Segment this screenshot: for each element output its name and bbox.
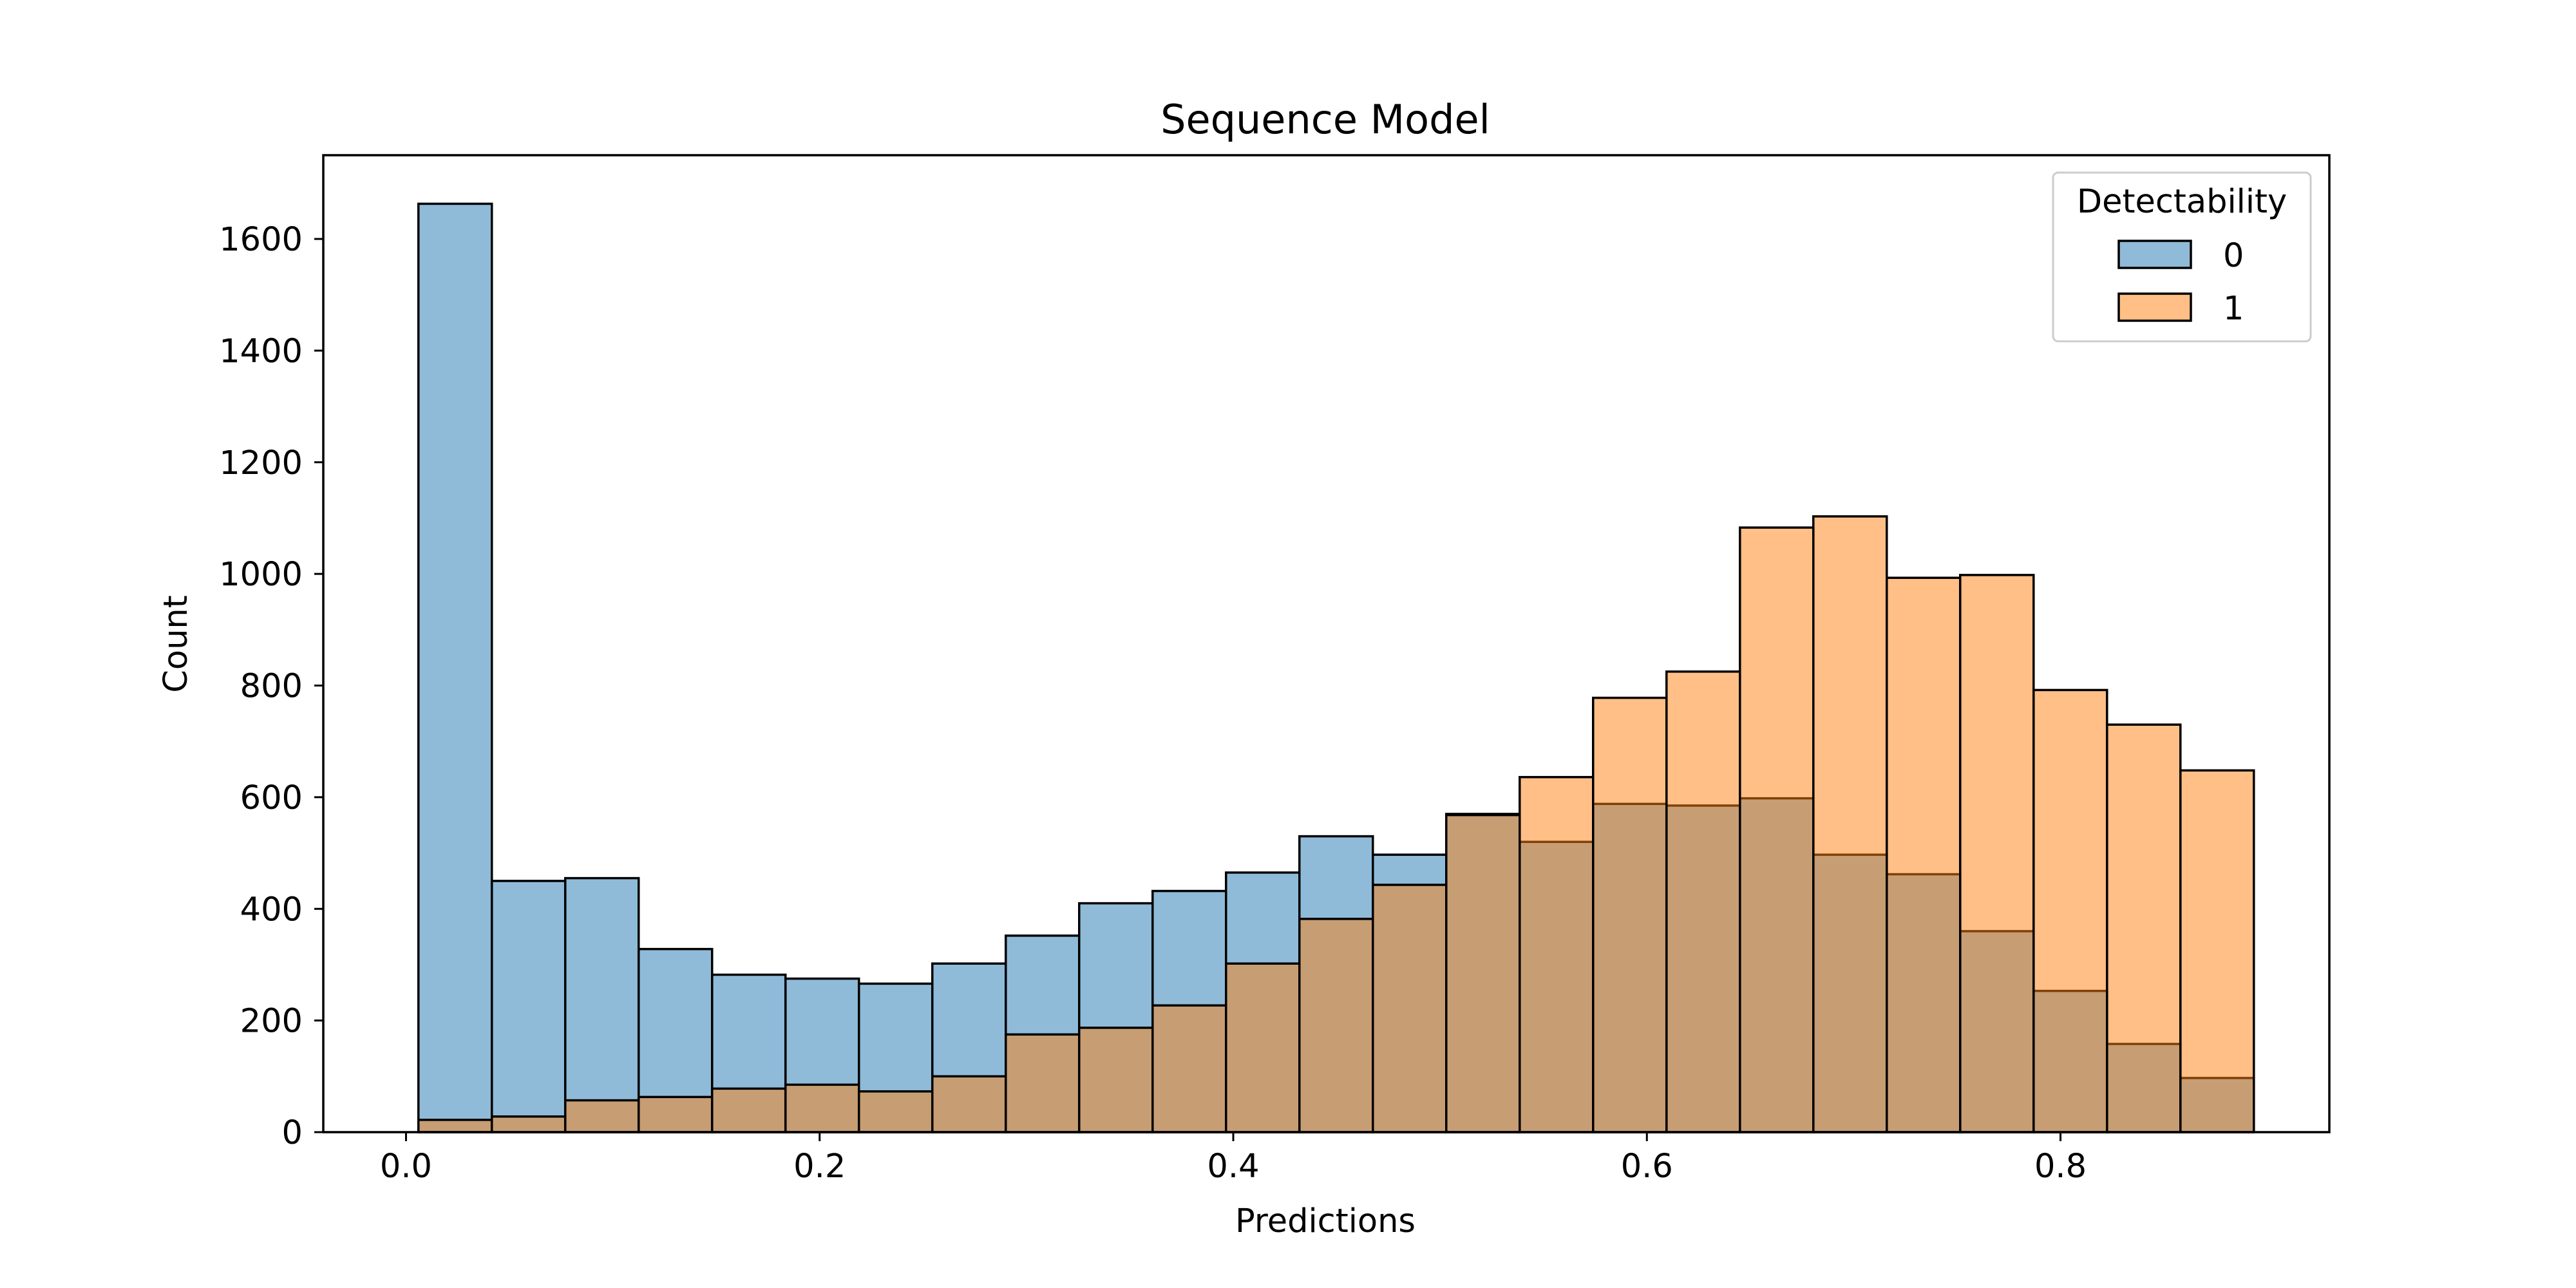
- bar-series-1-bin-9: [1077, 1027, 1154, 1133]
- bars-layer: [417, 202, 2255, 1133]
- bar-series-1-bin-23: [2106, 723, 2182, 1133]
- bar-series-1-bin-13: [1372, 884, 1448, 1133]
- bar-series-1-bin-7: [931, 1075, 1007, 1133]
- bar-series-1-bin-22: [2032, 688, 2108, 1133]
- x-axis-label: Predictions: [1235, 1202, 1416, 1240]
- bar-series-1-bin-1: [490, 1115, 567, 1133]
- x-axis: 0.0 0.2 0.4 0.6 0.8: [380, 1132, 2087, 1186]
- y-tick-label: 1600: [219, 221, 303, 259]
- series-1-bars: [417, 515, 2255, 1133]
- bar-series-1-bin-11: [1225, 962, 1301, 1133]
- y-tick-label: 0: [282, 1114, 303, 1152]
- bar-series-1-bin-20: [1886, 576, 1962, 1133]
- legend-label-0: 0: [2223, 237, 2244, 275]
- bar-series-1-bin-3: [637, 1095, 714, 1133]
- bar-series-1-bin-8: [1004, 1033, 1081, 1133]
- y-tick-label: 200: [240, 1003, 303, 1041]
- bar-series-1-bin-21: [1959, 574, 2035, 1133]
- legend-title: Detectability: [2077, 183, 2287, 221]
- y-tick-label: 400: [240, 891, 303, 929]
- bar-series-1-bin-18: [1739, 526, 1815, 1133]
- chart-title: Sequence Model: [1160, 96, 1490, 143]
- bar-series-0-bin-1: [490, 880, 567, 1133]
- bar-series-1-bin-4: [710, 1087, 787, 1133]
- x-tick-label: 0.8: [2034, 1148, 2087, 1186]
- y-tick-label: 1400: [219, 332, 303, 370]
- y-tick-label: 1200: [219, 444, 303, 482]
- bar-series-1-bin-6: [857, 1090, 934, 1133]
- y-axis: 0 200 400 600 800 1000 1200 1400 1600: [219, 221, 323, 1152]
- legend-label-1: 1: [2223, 290, 2244, 328]
- bar-series-1-bin-12: [1298, 918, 1374, 1133]
- y-axis-label: Count: [157, 595, 195, 692]
- bar-series-1-bin-19: [1812, 515, 1888, 1133]
- legend-swatch-1: [2117, 292, 2192, 322]
- y-tick-label: 800: [240, 668, 303, 706]
- bar-series-1-bin-0: [417, 1119, 493, 1133]
- bar-series-1-bin-24: [2179, 769, 2255, 1133]
- bar-series-1-bin-17: [1665, 670, 1741, 1133]
- bar-series-1-bin-15: [1519, 775, 1595, 1133]
- legend: Detectability 0 1: [2052, 171, 2312, 343]
- bar-series-0-bin-2: [564, 876, 640, 1133]
- bar-series-1-bin-2: [564, 1099, 640, 1133]
- bar-series-1-bin-5: [784, 1083, 860, 1133]
- plot-area-frame: [322, 154, 2331, 1133]
- bar-series-0-bin-0: [417, 202, 493, 1133]
- y-tick-label: 1000: [219, 556, 303, 594]
- bar-series-1-bin-10: [1151, 1004, 1227, 1133]
- y-tick-label: 600: [240, 779, 303, 817]
- x-tick-label: 0.0: [380, 1148, 432, 1186]
- x-tick-label: 0.6: [1621, 1148, 1673, 1186]
- x-tick-label: 0.4: [1207, 1148, 1259, 1186]
- bar-series-1-bin-14: [1445, 813, 1521, 1133]
- legend-swatch-0: [2117, 240, 2192, 269]
- bar-series-1-bin-16: [1592, 696, 1668, 1133]
- x-tick-label: 0.2: [793, 1148, 846, 1186]
